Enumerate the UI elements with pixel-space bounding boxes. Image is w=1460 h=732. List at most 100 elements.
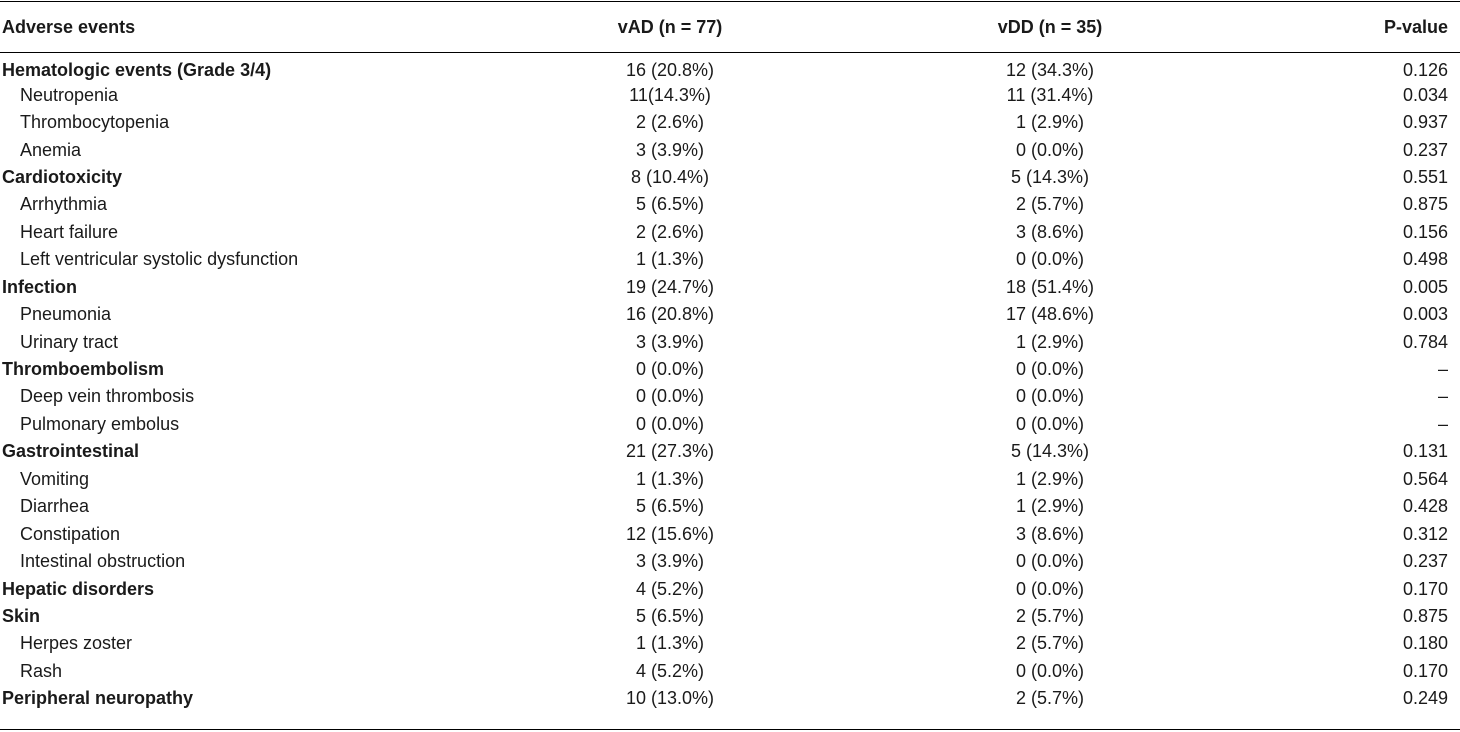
table-row: Constipation 12 (15.6%) 3 (8.6%) 0.312 (0, 520, 1460, 547)
table-row: Gastrointestinal 21 (27.3%) 5 (14.3%) 0.131 (0, 438, 1460, 465)
table-row: Herpes zoster 1 (1.3%) 2 (5.7%) 0.180 (0, 630, 1460, 657)
vad-value: 3 (3.9%) (635, 551, 705, 572)
vad-value: 4 (5.2%) (635, 660, 705, 681)
table-row: Peripheral neuropathy 10 (13.0%) 2 (5.7%) 0… (0, 685, 1460, 712)
table-row: Hepatic disorders 4 (5.2%) 0 (0.0%) 0.170 (0, 575, 1460, 602)
table-row: Rash 4 (5.2%) 0 (0.0%) 0.170 (0, 658, 1460, 685)
vdd-value: 0 (0.0%) (1015, 551, 1085, 572)
vad-value: 2 (2.6%) (635, 221, 705, 242)
adverse-event-label: Gastrointestinal (2, 441, 140, 462)
adverse-event-label: Pulmonary embolus (20, 413, 180, 434)
vdd-value: 3 (8.6%) (1015, 221, 1085, 242)
vad-value: 4 (5.2%) (635, 578, 705, 599)
vad-value: 0 (0.0%) (635, 359, 705, 380)
vdd-value: 18 (51.4%) (1005, 276, 1095, 297)
vad-value: 11(14.3%) (629, 84, 711, 105)
p-value: 0.564 (1402, 468, 1448, 489)
header-adverse-events: Adverse events (2, 16, 136, 37)
table-row: Infection 19 (24.7%) 18 (51.4%) 0.005 (0, 274, 1460, 301)
adverse-event-label: Left ventricular systolic dysfunction (20, 249, 299, 270)
p-value: 0.237 (1402, 139, 1448, 160)
vad-value: 8 (10.4%) (630, 166, 710, 187)
table-row: Cardiotoxicity 8 (10.4%) 5 (14.3%) 0.551 (0, 164, 1460, 191)
vdd-value: 12 (34.3%) (1005, 60, 1095, 81)
p-value: 0.131 (1402, 441, 1448, 462)
adverse-event-label: Vomiting (20, 468, 90, 489)
p-value: 0.551 (1402, 166, 1448, 187)
p-value: 0.237 (1402, 551, 1448, 572)
p-value: 0.170 (1402, 578, 1448, 599)
vdd-value: 2 (5.7%) (1015, 633, 1085, 654)
header-p-value: P-value (1383, 16, 1448, 37)
vad-value: 5 (6.5%) (635, 605, 705, 626)
vad-value: 1 (1.3%) (635, 633, 705, 654)
table-row: Diarrhea 5 (6.5%) 1 (2.9%) 0.428 (0, 493, 1460, 520)
p-value: 0.034 (1402, 84, 1448, 105)
table-row: Left ventricular systolic dysfunction 1 (… (0, 246, 1460, 273)
adverse-event-label: Neutropenia (20, 84, 119, 105)
p-value: – (1437, 386, 1448, 407)
adverse-event-label: Arrhythmia (20, 194, 108, 215)
table-row: Pulmonary embolus 0 (0.0%) 0 (0.0%) – (0, 411, 1460, 438)
vdd-value: 17 (48.6%) (1005, 304, 1095, 325)
p-value: 0.005 (1402, 276, 1448, 297)
vad-value: 3 (3.9%) (635, 331, 705, 352)
table-row: Arrhythmia 5 (6.5%) 2 (5.7%) 0.875 (0, 191, 1460, 218)
p-value: 0.784 (1402, 331, 1448, 352)
vad-value: 21 (27.3%) (625, 441, 715, 462)
p-value: 0.498 (1402, 249, 1448, 270)
p-value: 0.428 (1402, 496, 1448, 517)
vad-value: 10 (13.0%) (625, 688, 715, 709)
vad-value: 12 (15.6%) (625, 523, 715, 544)
adverse-event-label: Cardiotoxicity (2, 166, 123, 187)
adverse-event-label: Thromboembolism (2, 359, 165, 380)
p-value: 0.875 (1402, 605, 1448, 626)
adverse-event-label: Deep vein thrombosis (20, 386, 195, 407)
adverse-events-table: Adverse events vAD (n = 77) vDD (n = 35)… (0, 0, 1460, 713)
p-value: – (1437, 413, 1448, 434)
vdd-value: 0 (0.0%) (1015, 386, 1085, 407)
adverse-event-label: Anemia (20, 139, 82, 160)
vdd-value: 0 (0.0%) (1015, 359, 1085, 380)
adverse-event-label: Hematologic events (Grade 3/4) (2, 60, 272, 81)
table-row: Thrombocytopenia 2 (2.6%) 1 (2.9%) 0.937 (0, 109, 1460, 136)
table-body: Hematologic events (Grade 3/4) 16 (20.8%)… (0, 54, 1460, 713)
vad-value: 5 (6.5%) (635, 496, 705, 517)
vdd-value: 5 (14.3%) (1010, 166, 1090, 187)
vdd-value: 0 (0.0%) (1015, 139, 1085, 160)
vad-value: 0 (0.0%) (635, 386, 705, 407)
table-row: Thromboembolism 0 (0.0%) 0 (0.0%) – (0, 356, 1460, 383)
vdd-value: 0 (0.0%) (1015, 578, 1085, 599)
p-value: 0.312 (1402, 523, 1448, 544)
adverse-event-label: Diarrhea (20, 496, 90, 517)
p-value: 0.937 (1402, 112, 1448, 133)
p-value: – (1437, 359, 1448, 380)
p-value: 0.170 (1402, 660, 1448, 681)
adverse-event-label: Hepatic disorders (2, 578, 155, 599)
header-vdd: vDD (n = 35) (997, 16, 1103, 37)
vad-value: 0 (0.0%) (635, 413, 705, 434)
header-row: Adverse events vAD (n = 77) vDD (n = 35)… (0, 0, 1460, 54)
p-value: 0.249 (1402, 688, 1448, 709)
table-row: Vomiting 1 (1.3%) 1 (2.9%) 0.564 (0, 466, 1460, 493)
vdd-value: 0 (0.0%) (1015, 413, 1085, 434)
bottom-rule (0, 729, 1460, 730)
adverse-event-label: Constipation (20, 523, 121, 544)
table-row: Anemia 3 (3.9%) 0 (0.0%) 0.237 (0, 136, 1460, 163)
vad-value: 3 (3.9%) (635, 139, 705, 160)
p-value: 0.180 (1402, 633, 1448, 654)
vdd-value: 2 (5.7%) (1015, 194, 1085, 215)
adverse-event-label: Intestinal obstruction (20, 551, 186, 572)
p-value: 0.126 (1402, 60, 1448, 81)
vdd-value: 3 (8.6%) (1015, 523, 1085, 544)
table-row: Intestinal obstruction 3 (3.9%) 0 (0.0%) 0.… (0, 548, 1460, 575)
table-row: Neutropenia 11(14.3%) 11 (31.4%) 0.034 (0, 81, 1460, 108)
table-row: Pneumonia 16 (20.8%) 17 (48.6%) 0.003 (0, 301, 1460, 328)
vdd-value: 1 (2.9%) (1015, 331, 1085, 352)
vad-value: 1 (1.3%) (635, 249, 705, 270)
vad-value: 5 (6.5%) (635, 194, 705, 215)
adverse-event-label: Infection (2, 276, 77, 297)
adverse-event-label: Rash (20, 660, 63, 681)
vdd-value: 5 (14.3%) (1010, 441, 1090, 462)
